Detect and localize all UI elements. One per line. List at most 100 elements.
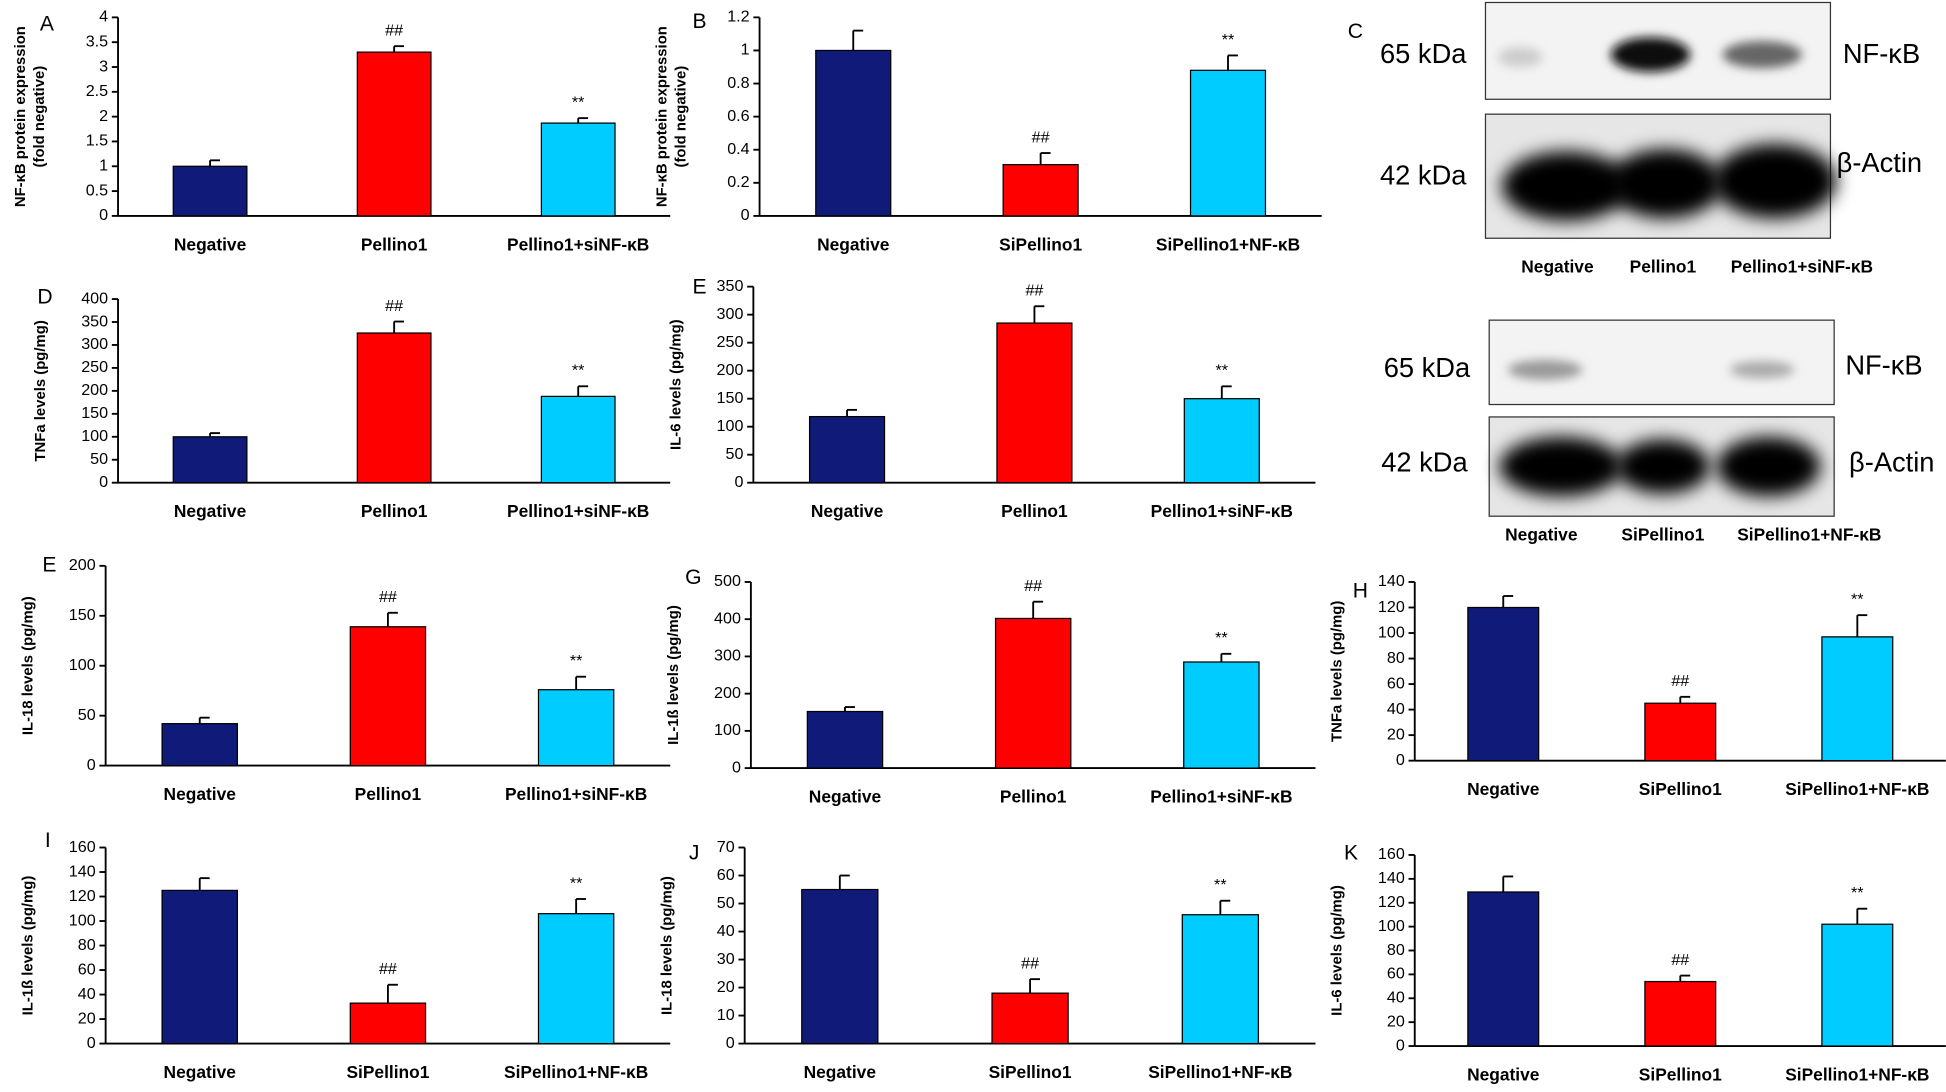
band <box>1499 436 1624 497</box>
bar <box>349 626 427 767</box>
bar <box>1821 923 1894 1047</box>
x-tick-label: Pellino1 <box>355 784 422 804</box>
y-tick-label: 80 <box>1387 649 1405 667</box>
x-tick-label: Negative <box>817 234 890 254</box>
bar <box>815 49 892 217</box>
lane-label: SiPellino1 <box>1621 525 1704 545</box>
blot-target: β-Actin <box>1837 147 1922 178</box>
y-tick-label: 1 <box>99 157 108 175</box>
y-tick-label: 120 <box>1378 598 1405 616</box>
x-tick-label: Pellino1+siNF-κB <box>1151 501 1293 521</box>
x-tick-label: Negative <box>1467 779 1540 799</box>
y-tick-label: 100 <box>69 656 96 674</box>
band <box>1729 361 1795 379</box>
y-axis-label: TNFa levels (pg/mg) <box>33 320 49 461</box>
y-tick-label: 160 <box>1378 845 1405 863</box>
y-tick-label: 150 <box>81 404 108 422</box>
y-tick-label: 80 <box>78 936 96 954</box>
y-tick-label: 40 <box>78 985 96 1003</box>
y-axis-label: IL-1ß levels (pg/mg) <box>21 876 37 1016</box>
y-tick-label: 350 <box>717 277 744 295</box>
band <box>1712 143 1837 219</box>
y-axis-label: (fold negative) <box>673 66 689 168</box>
panel-label: I <box>45 829 51 852</box>
annotation: ## <box>385 22 403 40</box>
y-tick-label: 150 <box>717 389 744 407</box>
y-tick-label: 0 <box>87 756 96 774</box>
band <box>1615 439 1711 494</box>
bar <box>537 689 615 767</box>
y-tick-label: 100 <box>69 911 96 929</box>
y-tick-label: 10 <box>717 1006 735 1024</box>
y-tick-label: 0 <box>87 1034 96 1052</box>
y-tick-label: 1.2 <box>727 8 749 26</box>
y-tick-label: 0 <box>734 473 743 491</box>
blot-size: 65 kDa <box>1384 352 1471 383</box>
y-tick-label: 50 <box>90 450 108 468</box>
lane-label: Negative <box>1521 257 1594 277</box>
blot-size: 65 kDa <box>1380 38 1467 69</box>
bar <box>991 992 1069 1045</box>
y-tick-label: 40 <box>1387 989 1405 1007</box>
y-tick-label: 0 <box>99 473 108 491</box>
y-tick-label: 200 <box>717 361 744 379</box>
y-tick-label: 1 <box>741 41 750 59</box>
y-tick-label: 40 <box>1387 700 1405 718</box>
y-tick-label: 60 <box>1387 674 1405 692</box>
blot-size: 42 kDa <box>1381 446 1468 477</box>
y-tick-label: 0.4 <box>727 140 749 158</box>
y-tick-label: 60 <box>78 960 96 978</box>
x-tick-label: SiPellino1+NF-κB <box>1785 1064 1929 1084</box>
bar <box>1467 891 1540 1047</box>
bar <box>161 889 238 1045</box>
annotation: ## <box>379 588 397 606</box>
x-tick-label: SiPellino1+NF-κB <box>1785 779 1929 799</box>
y-tick-label: 0 <box>99 206 108 224</box>
x-tick-label: Negative <box>174 234 247 254</box>
y-axis-label: IL-6 levels (pg/mg) <box>668 319 684 450</box>
bar <box>1181 914 1260 1045</box>
y-tick-label: 300 <box>714 647 741 665</box>
band <box>1722 40 1802 69</box>
y-tick-label: 20 <box>717 978 735 996</box>
y-tick-label: 0 <box>1396 1036 1405 1054</box>
x-tick-label: Pellino1 <box>1001 501 1068 521</box>
annotation: ## <box>1021 955 1039 973</box>
bar <box>1467 606 1540 762</box>
y-tick-label: 100 <box>1378 917 1405 935</box>
annotation: ** <box>1851 591 1864 609</box>
bar <box>806 710 884 769</box>
y-tick-label: 120 <box>1378 893 1405 911</box>
panel-label: B <box>693 10 707 33</box>
x-tick-label: Pellino1+siNF-κB <box>507 234 649 254</box>
annotation: ** <box>570 652 583 670</box>
y-tick-label: 250 <box>717 333 744 351</box>
panel-label: C <box>1348 20 1363 43</box>
annotation: ## <box>1671 672 1689 690</box>
x-tick-label: Pellino1 <box>1000 786 1067 806</box>
y-tick-label: 120 <box>69 887 96 905</box>
y-tick-label: 100 <box>714 721 741 739</box>
x-tick-label: SiPellino1 <box>1639 1064 1722 1084</box>
y-tick-label: 400 <box>81 289 108 307</box>
panel-label: E <box>693 275 707 298</box>
y-tick-label: 40 <box>717 922 735 940</box>
y-axis-label: IL-18 levels (pg/mg) <box>21 596 37 735</box>
band <box>1507 359 1583 380</box>
panel-label: J <box>689 841 700 864</box>
bar <box>356 51 432 217</box>
x-tick-label: SiPellino1 <box>999 234 1082 254</box>
y-axis-label: TNFa levels (pg/mg) <box>1330 601 1346 742</box>
bar <box>537 913 615 1045</box>
x-tick-label: Pellino1 <box>361 501 428 521</box>
annotation: ** <box>1215 629 1228 647</box>
x-tick-label: Pellino1+siNF-κB <box>507 501 649 521</box>
y-tick-label: 50 <box>78 706 96 724</box>
bar <box>994 617 1072 769</box>
y-axis-label: (fold negative) <box>32 66 48 168</box>
y-tick-label: 0 <box>726 1034 735 1052</box>
x-tick-label: SiPellino1+NF-κB <box>1148 1062 1292 1082</box>
x-tick-label: SiPellino1+NF-κB <box>504 1062 648 1082</box>
